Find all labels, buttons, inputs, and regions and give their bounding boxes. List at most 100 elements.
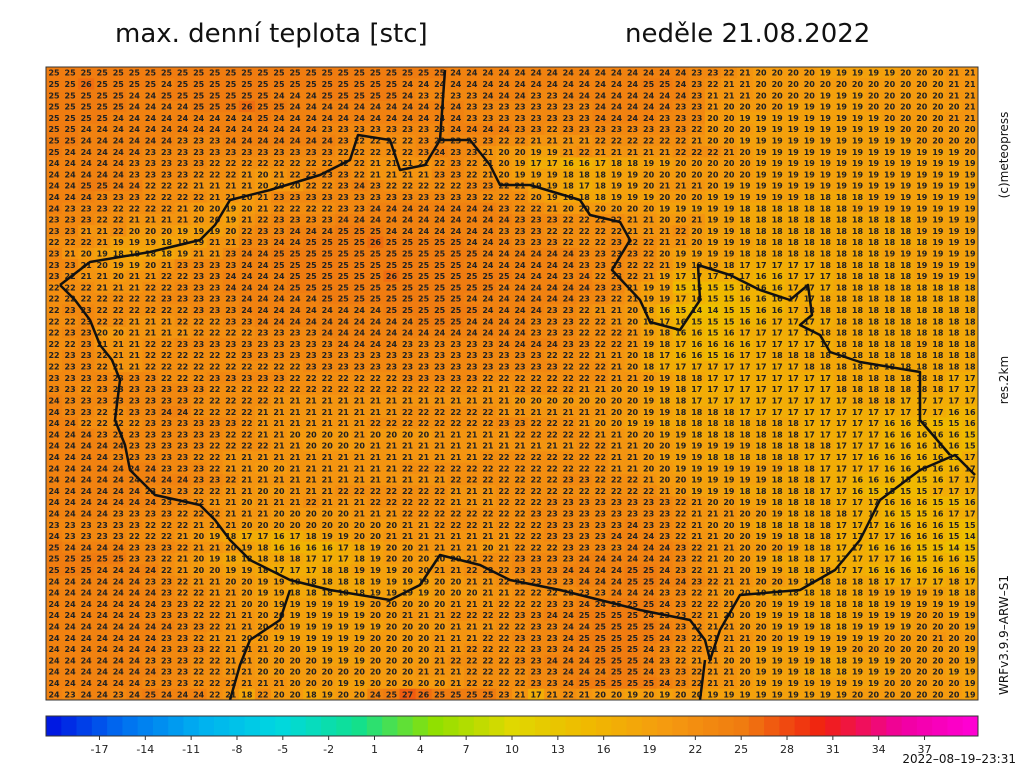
temp-cell xyxy=(174,78,192,91)
temp-cell xyxy=(881,247,899,260)
temp-cell xyxy=(624,236,642,249)
temp-cell xyxy=(961,67,978,79)
temp-label: 24 xyxy=(289,306,301,315)
temp-label: 19 xyxy=(707,238,719,247)
temp-cell xyxy=(897,157,915,170)
temp-cell xyxy=(576,247,593,260)
temp-cell xyxy=(287,202,304,215)
temp-cell xyxy=(704,146,722,158)
temp-cell xyxy=(704,202,722,215)
temp-label: 23 xyxy=(338,136,349,145)
temp-cell xyxy=(479,191,497,204)
temp-cell xyxy=(961,180,978,192)
temp-cell xyxy=(656,134,674,147)
temp-label: 16 xyxy=(755,272,767,281)
temp-label: 17 xyxy=(772,317,783,326)
temp-label: 25 xyxy=(113,80,125,89)
temp-cell xyxy=(190,112,208,125)
temp-label: 24 xyxy=(65,193,77,202)
temp-label: 25 xyxy=(370,91,382,100)
temp-cell xyxy=(399,202,417,215)
temp-label: 23 xyxy=(48,261,59,270)
temp-cell xyxy=(592,270,609,283)
temp-label: 18 xyxy=(900,227,912,236)
temp-cell xyxy=(287,180,304,192)
temp-cell xyxy=(576,67,593,79)
temp-cell xyxy=(720,247,738,260)
temp-cell xyxy=(945,123,963,136)
temp-label: 23 xyxy=(547,103,558,112)
temp-cell xyxy=(463,247,481,260)
temp-label: 25 xyxy=(48,91,60,100)
temp-cell xyxy=(785,202,802,215)
temp-label: 23 xyxy=(306,340,317,349)
temp-cell xyxy=(190,236,208,249)
temp-cell xyxy=(367,225,384,238)
temp-label: 20 xyxy=(916,125,928,134)
temp-label: 19 xyxy=(852,182,864,191)
temp-label: 23 xyxy=(161,396,172,405)
temp-cell xyxy=(383,180,401,192)
temp-cell xyxy=(592,202,609,215)
temp-label: 22 xyxy=(161,351,172,360)
temp-label: 20 xyxy=(514,396,526,405)
temp-cell xyxy=(110,236,127,249)
temp-cell xyxy=(961,89,978,102)
temp-label: 24 xyxy=(498,261,510,270)
temp-label: 19 xyxy=(723,238,735,247)
temp-cell xyxy=(688,112,706,125)
temp-label: 25 xyxy=(322,283,334,292)
temp-label: 19 xyxy=(707,227,719,236)
temp-cell xyxy=(865,67,883,79)
temp-label: 18 xyxy=(739,250,751,259)
temp-cell xyxy=(431,146,449,158)
temp-label: 24 xyxy=(273,317,285,326)
temp-label: 19 xyxy=(804,136,816,145)
temp-cell xyxy=(254,168,272,181)
temp-label: 25 xyxy=(257,69,269,78)
temp-label: 18 xyxy=(852,250,864,259)
temp-label: 19 xyxy=(852,204,864,213)
temp-label: 21 xyxy=(498,385,510,394)
temp-label: 25 xyxy=(450,272,462,281)
temp-cell xyxy=(528,236,545,249)
temp-cell xyxy=(142,89,159,102)
temp-label: 19 xyxy=(964,182,976,191)
temp-label: 24 xyxy=(514,91,526,100)
temp-label: 19 xyxy=(948,261,960,270)
temp-label: 17 xyxy=(739,329,750,338)
temp-label: 19 xyxy=(659,295,671,304)
temp-cell xyxy=(704,191,722,204)
temp-cell xyxy=(785,89,802,102)
temp-cell xyxy=(528,213,545,226)
temp-label: 22 xyxy=(48,351,59,360)
temp-cell xyxy=(849,112,867,125)
temp-cell xyxy=(769,202,786,215)
temp-cell xyxy=(961,134,978,147)
temp-label: 21 xyxy=(611,363,623,372)
temp-label: 24 xyxy=(514,80,526,89)
temp-cell xyxy=(415,225,433,238)
temp-label: 18 xyxy=(836,250,848,259)
temp-label: 21 xyxy=(161,261,173,270)
temp-label: 18 xyxy=(884,385,896,394)
temp-label: 22 xyxy=(514,193,525,202)
temp-label: 24 xyxy=(81,148,93,157)
temp-cell xyxy=(383,213,401,226)
temp-cell xyxy=(463,191,481,204)
temp-label: 21 xyxy=(659,238,671,247)
temp-cell xyxy=(287,191,304,204)
temp-label: 22 xyxy=(177,374,188,383)
temp-cell xyxy=(463,180,481,192)
temp-label: 25 xyxy=(434,272,446,281)
temp-label: 24 xyxy=(482,329,494,338)
temp-cell xyxy=(399,67,417,79)
temp-label: 18 xyxy=(948,295,960,304)
temp-label: 25 xyxy=(161,91,173,100)
temp-cell xyxy=(817,67,834,79)
temp-label: 24 xyxy=(225,114,237,123)
temp-label: 22 xyxy=(595,329,606,338)
temp-cell xyxy=(206,89,224,102)
temp-cell xyxy=(126,225,143,238)
temp-label: 19 xyxy=(739,182,751,191)
